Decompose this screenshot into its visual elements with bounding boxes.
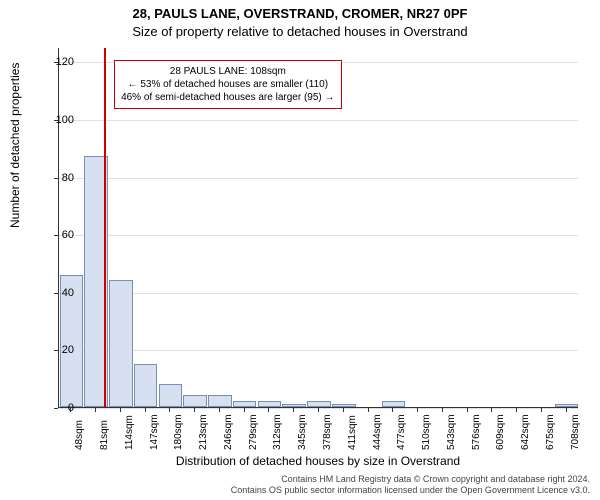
histogram-bar	[382, 401, 406, 407]
histogram-bar	[109, 280, 133, 407]
x-tick-label: 576sqm	[471, 414, 482, 450]
y-tick-mark	[54, 350, 58, 351]
reference-line	[104, 48, 106, 407]
x-tick-mark	[318, 408, 319, 412]
footer-attribution: Contains HM Land Registry data © Crown c…	[231, 474, 590, 496]
histogram-bar	[307, 401, 331, 407]
y-tick-mark	[54, 178, 58, 179]
x-tick-mark	[491, 408, 492, 412]
x-tick-mark	[268, 408, 269, 412]
x-tick-label: 312sqm	[272, 414, 283, 450]
callout-line: 46% of semi-detached houses are larger (…	[121, 91, 334, 104]
histogram-bar	[208, 395, 232, 407]
gridline	[59, 235, 578, 236]
y-tick-mark	[54, 62, 58, 63]
x-tick-mark	[417, 408, 418, 412]
x-tick-mark	[541, 408, 542, 412]
x-tick-mark	[368, 408, 369, 412]
x-tick-mark	[516, 408, 517, 412]
x-tick-label: 510sqm	[421, 414, 432, 450]
x-tick-mark	[219, 408, 220, 412]
histogram-bar	[258, 401, 282, 407]
x-tick-label: 543sqm	[446, 414, 457, 450]
x-tick-mark	[392, 408, 393, 412]
x-tick-label: 642sqm	[520, 414, 531, 450]
x-tick-label: 81sqm	[99, 420, 110, 450]
gridline	[59, 350, 578, 351]
x-tick-mark	[467, 408, 468, 412]
x-tick-mark	[566, 408, 567, 412]
histogram-bar	[183, 395, 207, 407]
x-tick-label: 675sqm	[545, 414, 556, 450]
y-axis-label: Number of detached properties	[8, 63, 22, 228]
histogram-bar	[159, 384, 183, 407]
x-tick-label: 609sqm	[495, 414, 506, 450]
x-tick-mark	[442, 408, 443, 412]
gridline	[59, 293, 578, 294]
histogram-bar	[134, 364, 158, 407]
x-tick-label: 279sqm	[248, 414, 259, 450]
x-tick-mark	[293, 408, 294, 412]
x-tick-mark	[244, 408, 245, 412]
x-tick-label: 213sqm	[198, 414, 209, 450]
gridline	[59, 120, 578, 121]
y-tick-mark	[54, 235, 58, 236]
x-tick-label: 411sqm	[347, 415, 358, 450]
plot-area: 28 PAULS LANE: 108sqm← 53% of detached h…	[58, 48, 578, 408]
x-axis-label: Distribution of detached houses by size …	[58, 454, 578, 468]
x-tick-mark	[169, 408, 170, 412]
histogram-bar	[233, 401, 257, 407]
x-tick-label: 246sqm	[223, 414, 234, 450]
footer-line1: Contains HM Land Registry data © Crown c…	[281, 474, 590, 484]
chart-title-line2: Size of property relative to detached ho…	[0, 24, 600, 39]
x-tick-mark	[70, 408, 71, 412]
gridline	[59, 178, 578, 179]
chart-title-line1: 28, PAULS LANE, OVERSTRAND, CROMER, NR27…	[0, 6, 600, 21]
x-tick-mark	[95, 408, 96, 412]
histogram-bar	[282, 404, 306, 407]
y-tick-mark	[54, 408, 58, 409]
x-tick-mark	[145, 408, 146, 412]
x-tick-label: 114sqm	[124, 415, 135, 450]
x-tick-label: 147sqm	[149, 414, 160, 450]
x-tick-label: 444sqm	[372, 414, 383, 450]
y-tick-mark	[54, 293, 58, 294]
histogram-bar	[555, 404, 579, 407]
x-tick-label: 48sqm	[74, 420, 85, 450]
callout-line: 28 PAULS LANE: 108sqm	[121, 65, 334, 78]
callout-box: 28 PAULS LANE: 108sqm← 53% of detached h…	[114, 60, 341, 109]
x-tick-label: 345sqm	[297, 414, 308, 450]
x-tick-label: 708sqm	[570, 414, 581, 450]
x-tick-mark	[343, 408, 344, 412]
x-tick-label: 378sqm	[322, 414, 333, 450]
y-tick-mark	[54, 120, 58, 121]
footer-line2: Contains OS public sector information li…	[231, 485, 590, 495]
callout-line: ← 53% of detached houses are smaller (11…	[121, 78, 334, 91]
x-tick-mark	[194, 408, 195, 412]
x-tick-label: 477sqm	[396, 414, 407, 450]
histogram-bar	[332, 404, 356, 407]
x-tick-label: 180sqm	[173, 414, 184, 450]
chart-container: 28, PAULS LANE, OVERSTRAND, CROMER, NR27…	[0, 0, 600, 500]
x-tick-mark	[120, 408, 121, 412]
